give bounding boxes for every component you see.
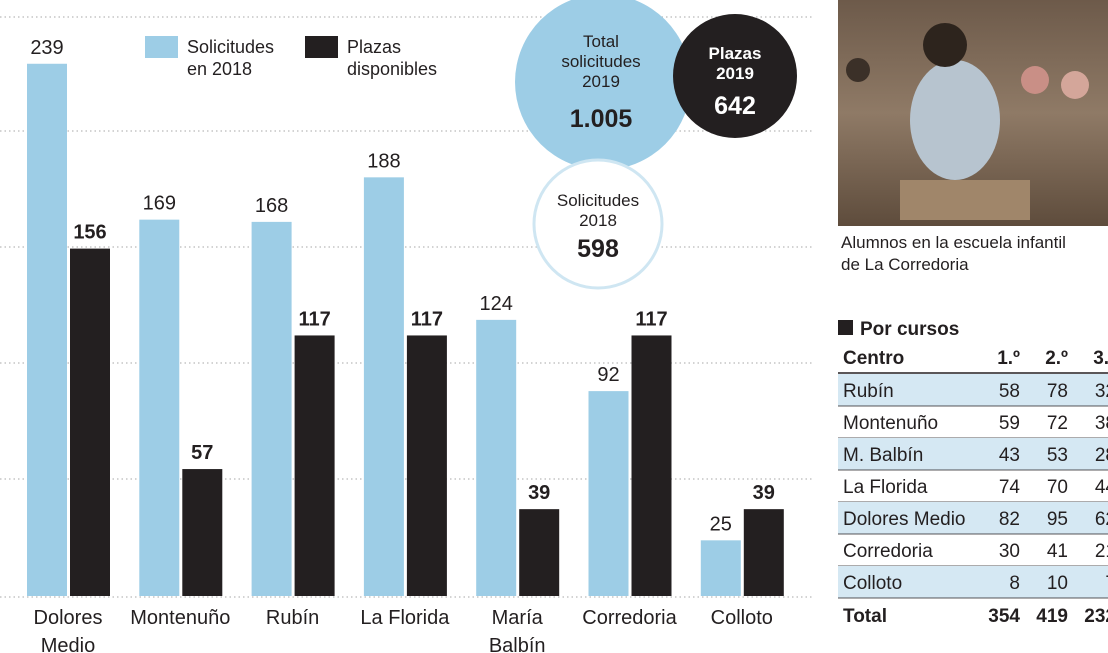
bubble-value: 642: [714, 92, 756, 120]
value-label: 124: [480, 293, 513, 315]
table-title-marker: [838, 320, 853, 335]
table-cell: Dolores Medio: [843, 509, 966, 530]
table-cell: 59: [999, 413, 1020, 434]
value-label: 92: [597, 364, 619, 386]
bar: [182, 469, 222, 596]
table-cell: 28: [1095, 445, 1108, 466]
table-cell: 354: [988, 606, 1020, 627]
table-cell: 58: [999, 381, 1020, 402]
bubble-value: 1.005: [570, 105, 633, 133]
value-label: 117: [411, 308, 443, 330]
photo-caption: Alumnos en la escuela infantilde La Corr…: [841, 233, 1066, 274]
table-cell: 70: [1047, 477, 1068, 498]
bar: [364, 177, 404, 596]
table-cell: La Florida: [843, 477, 928, 498]
x-tick-label: Colloto: [711, 607, 773, 629]
value-label: 168: [255, 195, 288, 217]
value-label: 188: [367, 150, 400, 172]
table-cell: 3.º: [1093, 348, 1108, 369]
table-cell: 82: [999, 509, 1020, 530]
table-cell: Colloto: [843, 573, 902, 594]
table-cell: 1.º: [997, 348, 1020, 369]
legend-swatch: [305, 36, 338, 58]
table-cell: 43: [999, 445, 1020, 466]
x-tick-label: La Florida: [360, 607, 450, 629]
bar: [589, 391, 629, 596]
photo: [838, 0, 1108, 226]
bar: [476, 320, 516, 596]
photo-shape: [900, 180, 1030, 220]
table-cell: Centro: [843, 348, 904, 369]
value-label: 156: [73, 222, 106, 244]
table-cell: Montenuño: [843, 413, 938, 434]
photo-shape: [1021, 66, 1049, 94]
table-cell: Rubín: [843, 381, 894, 402]
infographic: Alumnos en la escuela infantilde La Corr…: [0, 0, 1108, 653]
bubble-value: 598: [577, 235, 619, 263]
bar: [632, 335, 672, 596]
table-cell: 44: [1095, 477, 1108, 498]
bar: [744, 509, 784, 596]
table-cell: 95: [1047, 509, 1068, 530]
table-cell: 419: [1036, 606, 1068, 627]
table-title: Por cursos: [860, 319, 959, 340]
table-cell: Total: [843, 606, 887, 627]
table-cell: 32: [1095, 381, 1108, 402]
bar: [27, 64, 67, 596]
table-cell: 41: [1047, 541, 1068, 562]
value-label: 117: [635, 308, 667, 330]
value-label: 57: [191, 442, 213, 464]
table-cell: 2.º: [1045, 348, 1068, 369]
bar: [139, 220, 179, 596]
value-label: 117: [298, 308, 330, 330]
table-cell: M. Balbín: [843, 445, 923, 466]
x-tick-label: Corredoria: [582, 607, 677, 629]
table-cell: Corredoria: [843, 541, 933, 562]
table-cell: 74: [999, 477, 1021, 498]
x-tick-label: Montenuño: [130, 607, 230, 629]
bar: [295, 335, 335, 596]
value-label: 39: [753, 482, 775, 504]
table-cell: 78: [1047, 381, 1068, 402]
table-cell: 21: [1095, 541, 1108, 562]
table-cell: 8: [1009, 573, 1020, 594]
bar: [252, 222, 292, 596]
photo-shape: [1061, 71, 1089, 99]
bar: [407, 335, 447, 596]
value-label: 169: [143, 193, 176, 215]
bar: [701, 540, 741, 596]
value-label: 25: [710, 513, 732, 535]
x-tick-label: Rubín: [266, 607, 319, 629]
value-label: 39: [528, 482, 550, 504]
bar: [70, 249, 110, 596]
value-label: 239: [30, 37, 63, 59]
table-cell: 232: [1084, 606, 1108, 627]
bar: [519, 509, 559, 596]
photo-shape: [846, 58, 870, 82]
table-cell: 62: [1095, 509, 1108, 530]
photo-shape: [923, 23, 967, 67]
photo-shape: [910, 60, 1000, 180]
table-cell: 10: [1047, 573, 1068, 594]
table-cell: 72: [1047, 413, 1068, 434]
table-cell: 30: [999, 541, 1020, 562]
table-cell: 53: [1047, 445, 1068, 466]
table: Por cursos Centro 1.º 2.º 3.º Rubín 58 78 32 Mont…: [838, 319, 1108, 627]
table-cell: 38: [1095, 413, 1108, 434]
legend-swatch: [145, 36, 178, 58]
